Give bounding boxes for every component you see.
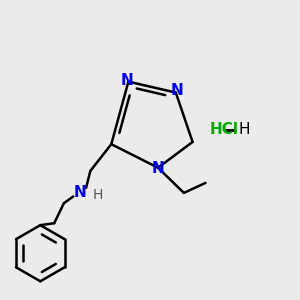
Text: N: N — [170, 83, 183, 98]
Text: H: H — [239, 122, 250, 136]
Text: N: N — [152, 161, 164, 176]
Text: N: N — [121, 73, 134, 88]
Text: HCl: HCl — [210, 122, 239, 136]
Text: H: H — [92, 188, 103, 202]
Text: N: N — [73, 185, 86, 200]
